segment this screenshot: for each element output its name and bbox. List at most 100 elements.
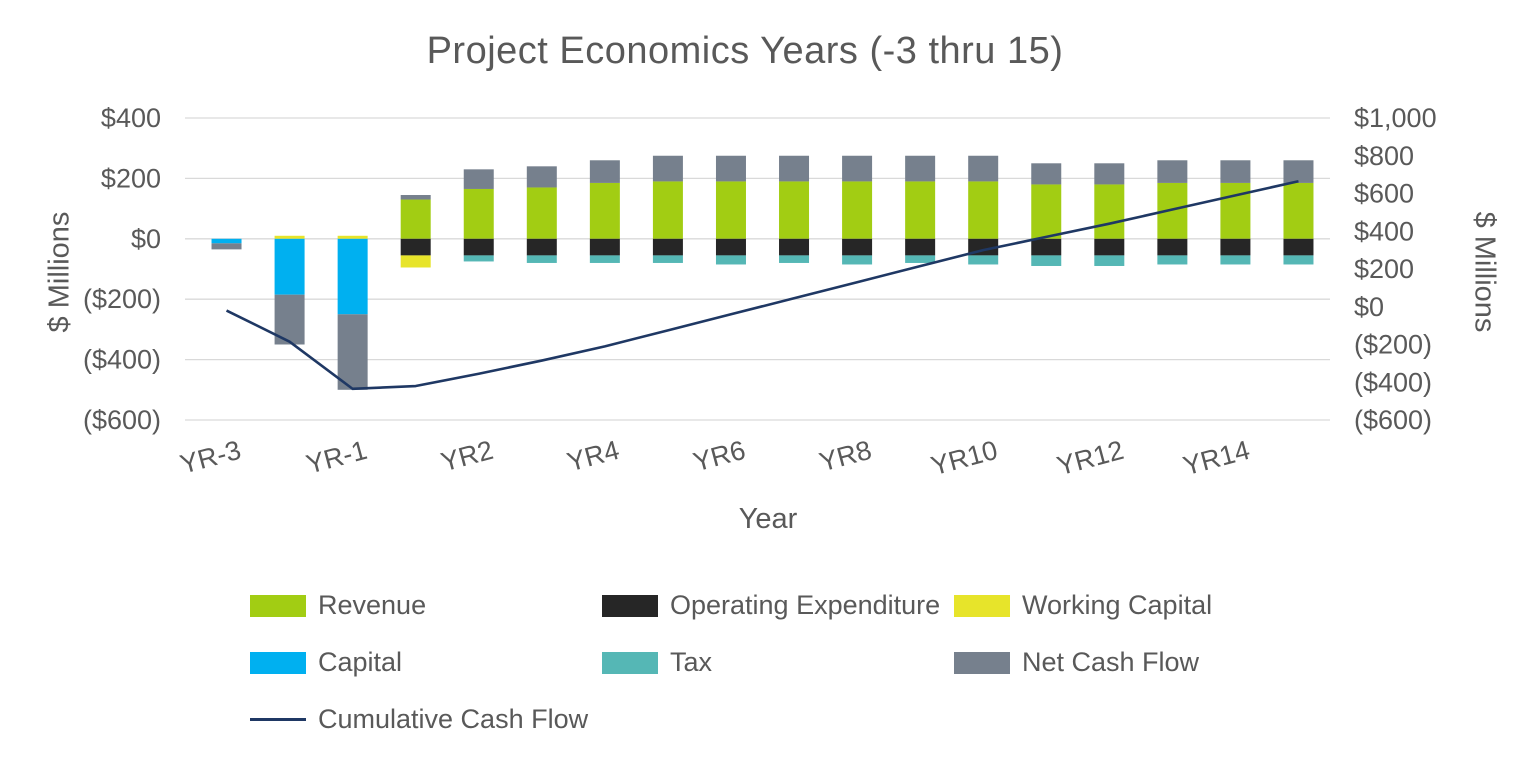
legend: Revenue Operating Expenditure Working Ca… [250, 590, 1306, 735]
bar-segment [779, 155, 810, 182]
bar-segment [715, 181, 746, 239]
bar-segment [1031, 163, 1062, 185]
operating-expenditure-swatch [602, 594, 658, 617]
x-axis-tick-label: YR12 [1054, 435, 1127, 481]
bar-segment [274, 238, 305, 295]
bar-segment [211, 238, 242, 244]
bar-segment [652, 155, 683, 182]
bar-segment [589, 160, 620, 183]
working-capital-swatch [954, 594, 1010, 617]
bar-segment [652, 255, 683, 263]
cumulative-cash-flow-line-swatch [250, 718, 306, 721]
right-axis-tick-label: $200 [1354, 254, 1414, 284]
left-axis-title: $ Millions [43, 211, 76, 333]
bar-segment [337, 238, 368, 315]
bar-segment [1283, 255, 1314, 265]
right-axis-tick-label: ($400) [1354, 367, 1432, 397]
bar-segment [715, 255, 746, 265]
bar-segment [1220, 182, 1251, 239]
bar-segment [589, 238, 620, 256]
x-axis-title: Year [738, 503, 798, 535]
right-axis-tick-label: $600 [1354, 179, 1414, 209]
legend-label: Tax [670, 647, 713, 677]
x-axis-tick-label: YR10 [928, 435, 1001, 481]
bar-segment [1283, 182, 1314, 239]
left-axis-tick-label: $400 [101, 103, 161, 133]
legend-item-operating-expenditure: Operating Expenditure [602, 590, 954, 621]
left-axis-tick-label: $200 [101, 163, 161, 193]
bar-segment [779, 181, 810, 239]
bar-segment [1283, 238, 1314, 256]
right-axis-tick-label: $0 [1354, 292, 1384, 322]
x-axis-tick-label: YR-3 [177, 435, 244, 480]
bar-segment [463, 255, 494, 262]
bar-segment [463, 238, 494, 256]
bar-segment [1031, 255, 1062, 266]
revenue-swatch [250, 594, 306, 617]
x-axis-tick-label: YR2 [438, 435, 497, 478]
legend-item-working-capital: Working Capital [954, 590, 1306, 621]
net-cash-flow-swatch [954, 651, 1010, 674]
right-axis-ticks: $1,000 $800 $600 $400 $200 $0 ($200) ($400) ($60… [1354, 103, 1437, 435]
bar-segment [1220, 238, 1251, 256]
bar-segment [1031, 184, 1062, 239]
bar-segment [1094, 184, 1125, 239]
left-axis-ticks: $400 $200 $0 ($200) ($400) ($600) [83, 103, 161, 435]
chart-title: Project Economics Years (-3 thru 15) [426, 30, 1064, 72]
gridlines [185, 117, 1330, 421]
bar-segment [1220, 255, 1251, 265]
left-axis-tick-label: ($200) [83, 284, 161, 314]
bar-segment [715, 238, 746, 256]
bar-segment [400, 238, 431, 256]
bar-segment [400, 195, 431, 200]
bar-segment [715, 155, 746, 182]
bar-segment [1283, 160, 1314, 183]
bar-segment [1094, 238, 1125, 256]
legend-label: Cumulative Cash Flow [318, 704, 589, 734]
tax-swatch [602, 651, 658, 674]
legend-item-cumulative-cash-flow: Cumulative Cash Flow [250, 704, 602, 735]
bar-segment [526, 238, 557, 256]
bar-segment [1157, 160, 1188, 183]
bar-segment [779, 255, 810, 263]
legend-item-capital: Capital [250, 647, 602, 678]
legend-label: Net Cash Flow [1022, 647, 1200, 677]
bar-segment [400, 199, 431, 239]
bar-segment [589, 182, 620, 239]
right-axis-tick-label: $400 [1354, 216, 1414, 246]
legend-label: Revenue [318, 590, 427, 620]
left-axis-tick-label: $0 [131, 224, 161, 254]
bar-segment [1094, 255, 1125, 266]
left-axis-tick-label: ($400) [83, 345, 161, 375]
bar-segment [337, 314, 368, 390]
x-axis-tick-label: YR4 [564, 435, 623, 478]
bar-segment [968, 255, 999, 265]
bar-segment [842, 155, 873, 182]
x-axis-tick-label: YR6 [690, 435, 749, 478]
bar-segment [274, 235, 305, 239]
x-axis-tick-label: YR-1 [303, 435, 370, 480]
bar-segment [652, 238, 683, 256]
x-axis-tick-label: YR8 [816, 435, 875, 478]
legend-label: Capital [318, 647, 403, 677]
bar-segment [526, 255, 557, 263]
bar-segment [526, 187, 557, 239]
bar-segment [652, 181, 683, 239]
bar-segment [1031, 238, 1062, 256]
bar-segment [905, 255, 936, 263]
x-axis-tick-label: YR14 [1180, 435, 1253, 481]
right-axis-tick-label: $800 [1354, 141, 1414, 171]
legend-item-net-cash-flow: Net Cash Flow [954, 647, 1306, 678]
bar-segment [968, 155, 999, 182]
legend-label: Working Capital [1022, 590, 1213, 620]
stacked-bars [211, 155, 1314, 390]
cumulative-cash-flow-line [225, 179, 1299, 391]
bar-segment [905, 238, 936, 256]
bar-segment [905, 155, 936, 182]
x-axis-ticks: YR-3 YR-1 YR2 YR4 YR6 YR8 YR10 YR12 YR14 [177, 435, 1253, 481]
bar-segment [905, 181, 936, 239]
bar-segment [842, 238, 873, 256]
right-axis-tick-label: ($200) [1354, 330, 1432, 360]
bar-segment [337, 235, 368, 239]
